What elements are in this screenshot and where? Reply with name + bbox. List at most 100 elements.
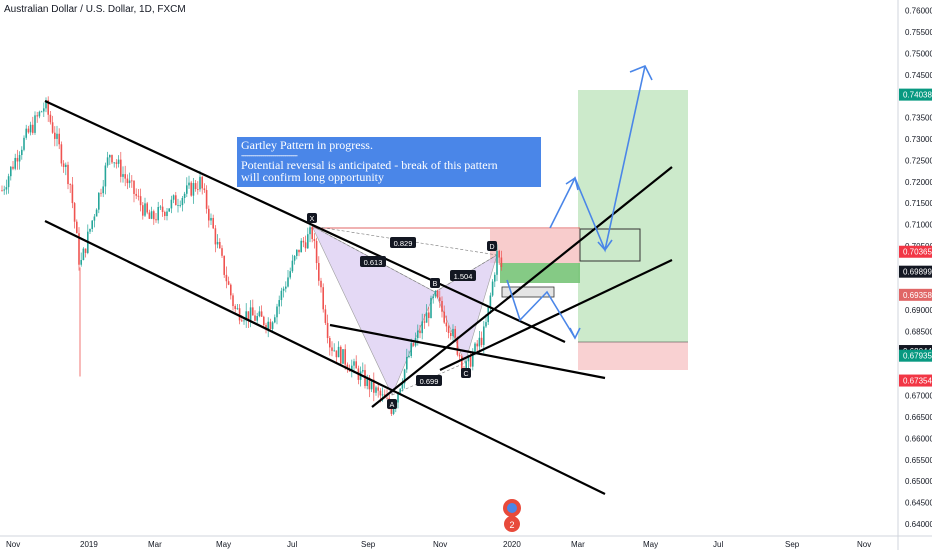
candle-body: [456, 337, 459, 355]
candle-body: [265, 325, 267, 330]
candle-body: [236, 308, 239, 310]
price-tag-label: 0.67935: [903, 352, 932, 361]
y-tick-label: 0.73500: [905, 114, 932, 123]
candle-body: [472, 353, 474, 367]
candle-body: [274, 317, 276, 323]
candle-body: [203, 188, 206, 191]
candle-body: [201, 176, 203, 189]
candle-body: [254, 315, 256, 321]
candle-body: [247, 311, 250, 321]
candle-body: [122, 174, 124, 177]
candle-body: [133, 180, 135, 194]
y-tick-label: 0.64000: [905, 520, 932, 529]
candle-body: [263, 316, 265, 326]
candle-body: [186, 185, 188, 194]
candle-body: [102, 186, 104, 194]
candle-body: [153, 211, 155, 220]
candle-body: [478, 337, 481, 347]
x-tick-label: May: [643, 540, 658, 549]
long-position-zone: [578, 90, 688, 370]
price-tag: [899, 374, 932, 387]
candle-body: [221, 248, 223, 256]
candle-body: [381, 394, 384, 396]
candle-body: [403, 369, 406, 384]
candle-body: [76, 221, 78, 234]
candle-body: [161, 206, 164, 213]
y-tick-label: 0.64500: [905, 499, 932, 508]
y-tick-label: 0.65000: [905, 477, 932, 486]
candle-body: [298, 249, 300, 253]
candle-body: [337, 346, 340, 358]
candle-body: [181, 198, 184, 206]
candle-body: [496, 250, 498, 275]
y-tick-label: 0.72000: [905, 178, 932, 187]
y-tick-label: 0.72500: [905, 156, 932, 165]
candle-body: [302, 240, 305, 243]
candle-body: [276, 306, 278, 318]
candle-body: [412, 343, 415, 346]
candle-body: [243, 320, 245, 322]
candle-body: [95, 209, 98, 217]
candle-body: [346, 364, 349, 369]
candle-body: [1, 190, 3, 192]
candle-body: [91, 220, 93, 229]
candle-body: [282, 288, 285, 291]
pattern-point-badge: [387, 399, 397, 409]
candle-body: [232, 295, 234, 307]
candle-body: [326, 322, 329, 339]
candle-body: [214, 228, 217, 245]
projection-arrows: [506, 64, 653, 340]
candle-body: [417, 330, 419, 339]
y-tick-label: 0.74500: [905, 71, 932, 80]
candle-body: [498, 250, 500, 258]
candle-body: [223, 255, 225, 275]
candle-body: [216, 241, 219, 245]
candle-body: [65, 164, 67, 167]
candle-body: [126, 178, 129, 184]
price-tag-label: 0.69358: [903, 291, 932, 300]
candle-body: [40, 111, 43, 113]
candle-body: [62, 163, 65, 167]
candle-body: [333, 350, 335, 352]
candle-body: [291, 260, 294, 272]
y-tick-label: 0.76000: [905, 7, 932, 16]
candle-body: [441, 300, 443, 312]
candle-body: [285, 286, 287, 289]
candle-body: [373, 379, 375, 393]
candle-body: [245, 311, 247, 321]
price-tags: 0.740380.703650.698990.693580.680440.679…: [899, 88, 932, 387]
ratio-badge: [390, 237, 416, 248]
pattern-point-badge: [307, 213, 317, 223]
candle-body: [38, 111, 41, 117]
svg-text:2: 2: [509, 520, 514, 530]
candle-body: [12, 166, 14, 169]
candle-body: [366, 377, 368, 386]
ratio-label: 0.613: [364, 258, 383, 267]
y-tick-label: 0.73000: [905, 135, 932, 144]
candle-body: [192, 183, 195, 196]
candle-body: [280, 290, 283, 301]
price-tag: [899, 288, 932, 301]
logo-badge-icon: 2: [503, 499, 521, 532]
candle-body: [476, 343, 478, 347]
pattern-ratio-labels: 0.613 0.699 1.504 0.829: [360, 237, 476, 386]
candle-body: [322, 287, 324, 310]
x-tick-label: 2020: [503, 540, 521, 549]
candle-body: [313, 239, 316, 242]
pattern-point-badge: [430, 278, 440, 288]
candle-body: [208, 208, 210, 221]
candle-body: [49, 114, 52, 123]
candle-body: [390, 406, 393, 414]
candle-body: [135, 193, 137, 196]
candle-body: [5, 187, 8, 190]
candle-body: [155, 219, 157, 221]
x-tick-label: May: [216, 540, 231, 549]
candle-body: [71, 184, 74, 204]
candle-body: [27, 128, 30, 133]
candle-body: [368, 377, 371, 390]
y-tick-label: 0.68500: [905, 328, 932, 337]
ratio-label: 0.699: [420, 377, 439, 386]
price-tag: [899, 245, 932, 258]
candle-body: [461, 356, 463, 370]
candle-body: [67, 164, 69, 185]
